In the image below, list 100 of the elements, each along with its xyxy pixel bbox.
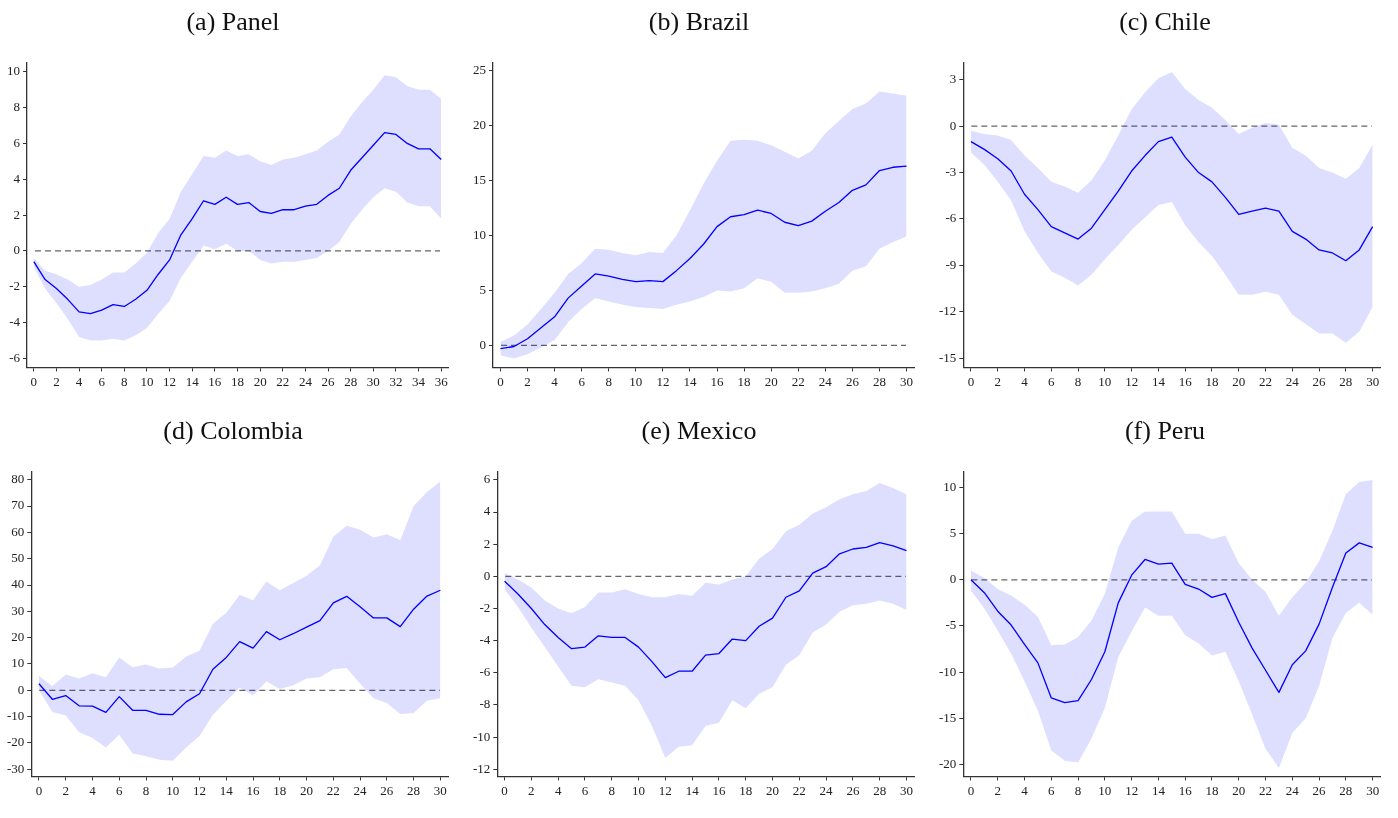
x-tick-label: 2 (994, 373, 1001, 389)
x-tick-label: 24 (298, 373, 313, 389)
y-tick-label: -9 (945, 256, 957, 272)
y-tick-label: 5 (479, 281, 486, 297)
x-tick-label: 26 (1312, 782, 1327, 798)
y-tick-label: -15 (938, 709, 957, 725)
y-tick-label: 8 (13, 99, 20, 115)
y-tick-label: -15 (938, 349, 957, 365)
y-tick-label: -4 (479, 632, 491, 648)
y-tick-label: 25 (473, 61, 486, 77)
y-tick-label: -6 (479, 664, 491, 680)
x-tick-label: 14 (185, 373, 200, 389)
x-tick-label: 2 (528, 782, 535, 798)
x-tick-label: 12 (656, 373, 670, 389)
x-tick-label: 10 (632, 782, 646, 798)
x-tick-label: 14 (219, 782, 234, 798)
y-tick-label: 0 (13, 242, 20, 258)
y-tick-label: 5 (949, 525, 957, 541)
x-tick-label: 26 (845, 373, 860, 389)
x-tick-label: 30 (900, 782, 913, 798)
x-tick-label: 4 (1021, 782, 1029, 798)
x-tick-label: 6 (98, 373, 106, 389)
x-tick-label: 2 (994, 782, 1001, 798)
x-tick-label: 14 (683, 373, 697, 389)
y-tick-label: -30 (6, 760, 25, 776)
y-tick-label: 60 (11, 523, 25, 539)
x-tick-label: 18 (739, 782, 753, 798)
x-tick-label: 30 (900, 373, 914, 389)
x-tick-label: 28 (344, 373, 358, 389)
x-tick-label: 0 (30, 373, 38, 389)
x-tick-label: 22 (792, 782, 806, 798)
x-tick-label: 10 (140, 373, 154, 389)
x-tick-label: 12 (658, 782, 672, 798)
y-tick-label: -12 (472, 760, 491, 776)
x-tick-label: 30 (1366, 782, 1380, 798)
y-tick-label: 15 (473, 171, 486, 187)
x-tick-label: 20 (766, 782, 780, 798)
y-tick-label: -10 (6, 708, 25, 724)
x-tick-label: 24 (1285, 782, 1300, 798)
y-tick-label: 4 (13, 170, 21, 186)
y-tick-label: 6 (13, 134, 21, 150)
x-tick-label: 28 (873, 782, 887, 798)
y-tick-label: 20 (11, 629, 25, 645)
chart-title: (f) Peru (1123, 415, 1207, 447)
x-tick-label: 8 (608, 782, 615, 798)
x-tick-label: 20 (253, 373, 267, 389)
x-tick-label: 20 (1232, 782, 1246, 798)
y-tick-label: 50 (11, 550, 25, 566)
chart-title: (c) Chile (1118, 6, 1212, 38)
y-tick-label: 3 (949, 71, 957, 87)
x-tick-label: 26 (380, 782, 394, 798)
x-tick-label: 6 (578, 373, 586, 389)
x-tick-label: 16 (1178, 782, 1193, 798)
x-tick-label: 22 (326, 782, 340, 798)
x-tick-label: 22 (1259, 782, 1273, 798)
x-tick-label: 6 (581, 782, 589, 798)
y-tick-label: -2 (9, 278, 20, 294)
x-tick-label: 22 (276, 373, 290, 389)
x-tick-label: 18 (1205, 373, 1219, 389)
y-tick-label: 10 (473, 226, 486, 242)
x-tick-label: 28 (1339, 782, 1353, 798)
x-tick-label: 16 (1178, 373, 1193, 389)
x-tick-label: 8 (121, 373, 128, 389)
x-tick-label: 14 (1151, 373, 1166, 389)
x-tick-label: 6 (115, 782, 123, 798)
y-tick-label: -4 (9, 314, 21, 330)
x-tick-label: 0 (967, 782, 975, 798)
x-tick-label: 18 (737, 373, 751, 389)
x-tick-label: 16 (246, 782, 261, 798)
x-tick-label: 28 (407, 782, 421, 798)
x-tick-label: 0 (967, 373, 975, 389)
x-tick-label: 4 (75, 373, 83, 389)
y-tick-label: -12 (938, 303, 957, 319)
x-tick-label: 12 (1125, 373, 1139, 389)
y-tick-label: -8 (479, 696, 491, 712)
x-tick-label: 0 (35, 782, 43, 798)
y-tick-label: 0 (949, 117, 957, 133)
y-tick-label: 4 (483, 503, 491, 519)
x-tick-label: 4 (89, 782, 97, 798)
y-tick-label: 0 (949, 571, 957, 587)
y-tick-label: -10 (938, 663, 957, 679)
x-tick-label: 4 (1021, 373, 1029, 389)
x-tick-label: 26 (846, 782, 860, 798)
x-tick-label: 26 (321, 373, 336, 389)
x-tick-label: 20 (1232, 373, 1246, 389)
chart-title: (e) Mexico (640, 415, 758, 447)
x-tick-label: 34 (412, 373, 426, 389)
x-tick-label: 6 (1048, 782, 1056, 798)
x-tick-label: 26 (1312, 373, 1327, 389)
y-tick-label: 0 (479, 336, 486, 352)
y-tick-label: 6 (483, 471, 491, 487)
y-tick-label: 10 (7, 63, 20, 79)
x-tick-label: 20 (300, 782, 314, 798)
x-tick-label: 28 (1339, 373, 1353, 389)
x-tick-label: 32 (389, 373, 403, 389)
x-tick-label: 10 (166, 782, 180, 798)
x-tick-label: 30 (1366, 373, 1380, 389)
x-tick-label: 12 (163, 373, 177, 389)
y-tick-label: 10 (11, 655, 25, 671)
x-tick-label: 2 (62, 782, 69, 798)
